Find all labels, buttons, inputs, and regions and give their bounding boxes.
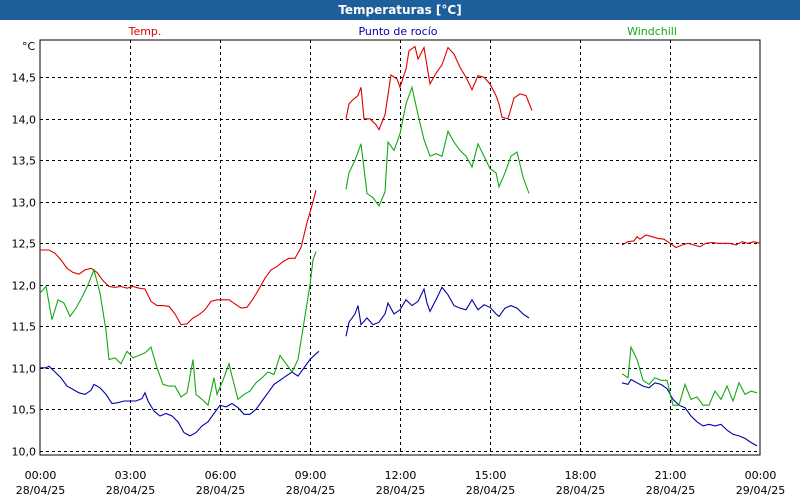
y-tick-label: 10,5: [12, 404, 37, 417]
x-tick-date: 28/04/25: [376, 484, 425, 497]
series-line-windchill: [39, 251, 317, 407]
x-tick-time: 18:00: [565, 469, 597, 482]
x-tick-time: 06:00: [205, 469, 237, 482]
y-tick-label: 13,0: [12, 197, 37, 210]
x-tick-time: 12:00: [385, 469, 417, 482]
y-tick-label: 12,0: [12, 280, 37, 293]
x-tick-date: 29/04/25: [736, 484, 785, 497]
legend-entry: Temp.: [128, 25, 162, 38]
series-line-punto-de-roc-o: [345, 286, 530, 337]
x-tick-time: 00:00: [745, 469, 777, 482]
legend-entry: Punto de rocío: [358, 25, 437, 38]
series-line-temp-: [40, 190, 317, 326]
x-tick-date: 28/04/25: [556, 484, 605, 497]
x-tick-date: 28/04/25: [196, 484, 245, 497]
x-tick-time: 00:00: [25, 469, 57, 482]
series-line-temp-: [621, 234, 761, 249]
y-tick-label: 14,0: [12, 114, 37, 127]
x-tick-date: 28/04/25: [16, 484, 65, 497]
y-tick-label: 11,5: [12, 321, 37, 334]
y-tick-label: 14,5: [12, 72, 37, 85]
series-line-windchill: [345, 85, 530, 208]
y-tick-label: 12,5: [12, 238, 37, 251]
y-tick-label: 10,0: [12, 446, 37, 459]
x-tick-date: 28/04/25: [466, 484, 515, 497]
plot-area: [39, 39, 761, 456]
chart-title-bar: Temperaturas [°C]: [0, 0, 800, 20]
legend-entry: Windchill: [627, 25, 677, 38]
x-tick-date: 28/04/25: [106, 484, 155, 497]
y-axis-unit: °C: [22, 40, 36, 53]
y-tick-label: 13,5: [12, 155, 37, 168]
x-tick-time: 03:00: [115, 469, 147, 482]
x-tick-date: 28/04/25: [286, 484, 335, 497]
series-line-punto-de-roc-o: [40, 350, 320, 437]
x-tick-time: 09:00: [295, 469, 327, 482]
series-line-windchill: [621, 345, 758, 406]
series-line-punto-de-roc-o: [621, 378, 758, 447]
y-tick-label: 11,0: [12, 363, 37, 376]
x-tick-date: 28/04/25: [646, 484, 695, 497]
x-tick-time: 15:00: [475, 469, 507, 482]
x-tick-time: 21:00: [655, 469, 687, 482]
series-line-temp-: [345, 45, 533, 131]
